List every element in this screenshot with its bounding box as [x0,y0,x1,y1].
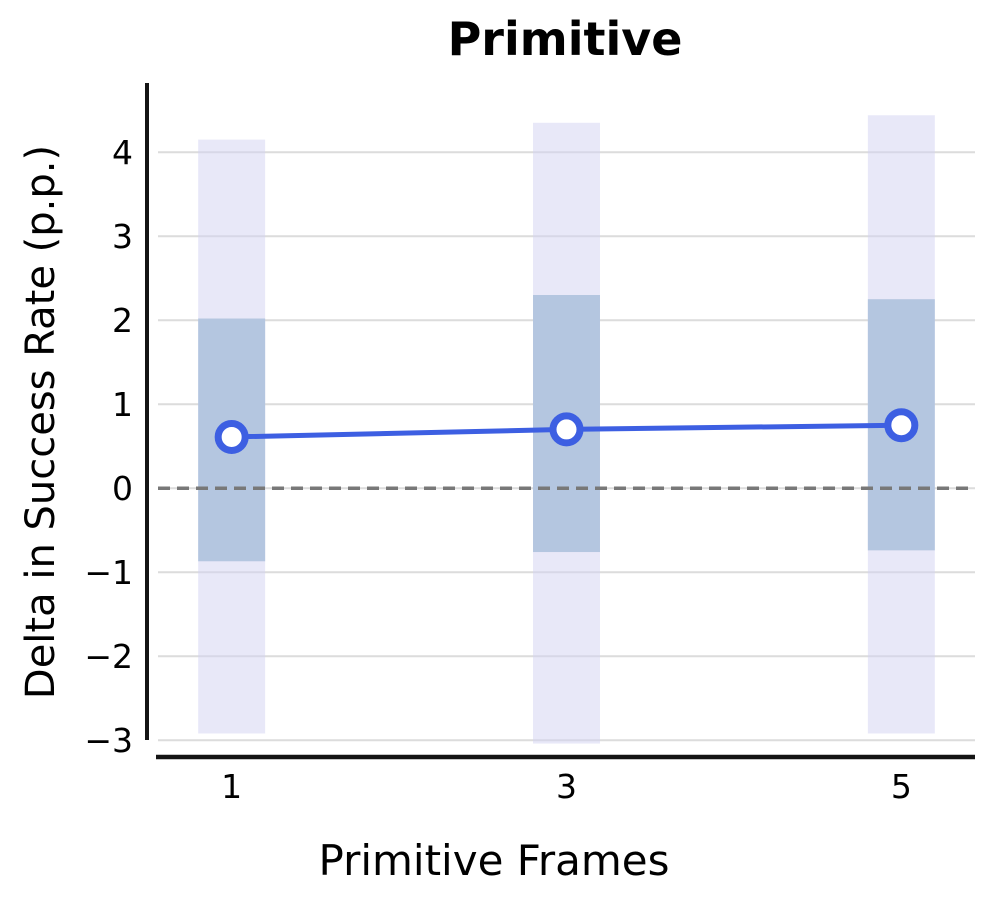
y-tick-label: 4 [112,133,133,172]
y-tick-label: 0 [112,469,133,508]
x-axis-label: Primitive Frames [318,836,670,885]
data-point-marker [214,419,249,454]
y-tick-label: 1 [112,385,133,424]
chart-title: Primitive [447,12,683,66]
x-tick-label: 5 [891,767,912,806]
y-tick-label: −3 [84,721,133,760]
x-tick-label: 3 [556,767,577,806]
y-tick-label: 3 [112,217,133,256]
data-point-marker [884,408,919,443]
y-tick-label: 2 [112,301,133,340]
y-tick-label: −1 [84,553,133,592]
y-tick-label: −2 [84,637,133,676]
x-tick-label: 1 [221,767,242,806]
data-point-marker [549,412,584,447]
